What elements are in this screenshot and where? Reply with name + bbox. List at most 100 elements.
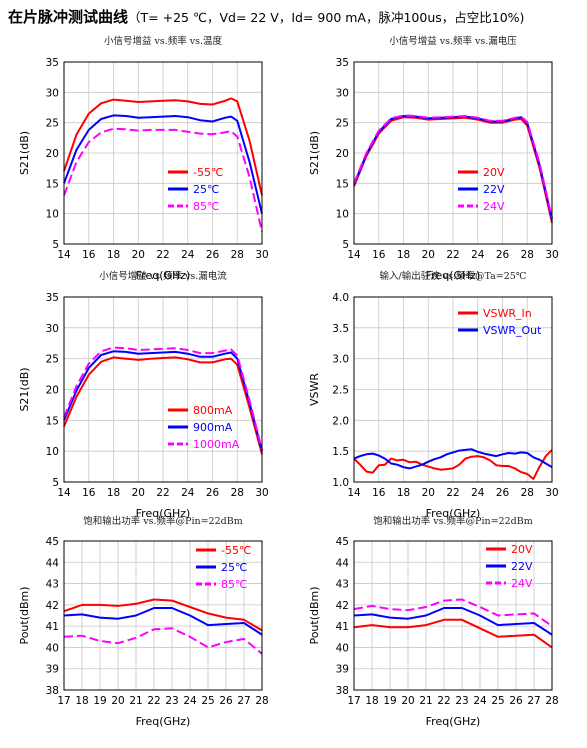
y-tick-label: 20 — [46, 385, 59, 397]
x-tick-label: 18 — [397, 487, 410, 499]
legend-label: 25℃ — [193, 183, 219, 196]
legend-label: 22V — [483, 183, 505, 196]
x-tick-label: 18 — [75, 695, 88, 707]
page-title: 在片脉冲测试曲线 — [8, 8, 129, 26]
page-header: 在片脉冲测试曲线（T= +25 ℃，Vd= 22 V，Id= 900 mA，脉冲… — [8, 6, 524, 27]
vswr-chart: 输入/输出驻波 vs.频率@Ta=25℃ 14 16 18 20 22 24 26 28 30 1.… — [308, 270, 559, 520]
series-line-1 — [63, 97, 263, 196]
x-tick-label: 24 — [183, 695, 197, 707]
x-tick-label: 24 — [181, 249, 195, 261]
x-tick-label: 28 — [231, 487, 244, 499]
y-tick-label: 44 — [46, 557, 60, 569]
x-tick-label: 19 — [93, 695, 106, 707]
plot-frame — [63, 61, 263, 245]
y-tick-label: 10 — [46, 446, 59, 458]
legend-label: 25℃ — [221, 561, 247, 574]
x-tick-label: 24 — [473, 695, 487, 707]
series-line-3 — [353, 114, 553, 219]
legend-label: -55℃ — [221, 544, 251, 557]
gain-vs-drain-voltage-chart: 小信号增益 vs.频率 vs.漏电压 14 16 18 20 22 24 26 28 30 5 10 1… — [308, 35, 559, 282]
chart-title: 饱和输出功率 vs.频率@Pin=22dBm — [83, 515, 242, 527]
x-tick-label: 21 — [129, 695, 142, 707]
y-axis-label: S21(dB) — [308, 131, 321, 175]
legend: -55℃ 25℃ 85℃ — [168, 166, 223, 213]
y-tick-label: 43 — [336, 579, 349, 591]
x-tick-label: 23 — [165, 695, 178, 707]
x-axis-label: Freq(GHz) — [136, 715, 191, 728]
x-tick-label: 16 — [372, 487, 386, 499]
x-tick-label: 22 — [156, 487, 169, 499]
x-tick-label: 28 — [521, 487, 534, 499]
y-tick-label: 35 — [336, 57, 349, 69]
x-axis-label: Freq(GHz) — [136, 269, 191, 282]
x-tick-label: 30 — [545, 249, 558, 261]
plot-area — [354, 541, 552, 690]
x-tick-label: 19 — [383, 695, 396, 707]
x-tick-label: 18 — [107, 249, 120, 261]
y-tick-label: 45 — [336, 536, 349, 548]
y-tick-label: 25 — [336, 118, 349, 130]
x-tick-label: 26 — [219, 695, 233, 707]
y-tick-label: 25 — [46, 118, 59, 130]
series-line-1 — [353, 116, 553, 224]
y-tick-label: 41 — [336, 621, 349, 633]
y-tick-label: 15 — [336, 178, 349, 190]
series-line-1 — [353, 618, 553, 649]
x-tick-label: 30 — [255, 487, 268, 499]
x-tick-label: 30 — [255, 249, 268, 261]
series-line-2 — [353, 607, 553, 636]
y-tick-label: 35 — [46, 57, 59, 69]
x-tick-label: 24 — [471, 487, 485, 499]
y-tick-label: 44 — [336, 557, 350, 569]
series-line-1 — [63, 356, 263, 455]
x-tick-label: 25 — [491, 695, 504, 707]
y-axis-label: Pout(dBm) — [308, 586, 321, 644]
legend: VSWR_In VSWR_Out — [458, 307, 542, 337]
chart-title: 小信号增益 vs.频率 vs.漏电流 — [99, 270, 227, 282]
y-tick-label: 1.5 — [332, 446, 349, 458]
series-line-3 — [353, 598, 553, 627]
x-tick-label: 27 — [527, 695, 540, 707]
y-tick-label: 10 — [336, 209, 349, 221]
x-tick-label: 20 — [401, 695, 414, 707]
y-tick-label: 42 — [336, 600, 349, 612]
series-line-2 — [63, 607, 263, 636]
x-tick-label: 28 — [545, 695, 558, 707]
series-line-2 — [63, 350, 263, 452]
y-tick-label: 3.0 — [332, 354, 349, 366]
legend-label: 20V — [511, 543, 533, 556]
x-axis-label: Freq(GHz) — [136, 507, 191, 520]
y-tick-label: 39 — [46, 664, 59, 676]
series-line-2 — [353, 448, 553, 470]
legend-label: 900mA — [193, 421, 233, 434]
y-tick-label: 15 — [46, 415, 59, 427]
y-tick-label: 2.5 — [332, 385, 349, 397]
x-tick-label: 26 — [496, 487, 510, 499]
y-tick-label: 20 — [336, 148, 349, 160]
y-tick-label: 3.5 — [332, 323, 349, 335]
plot-frame — [353, 540, 553, 691]
chart-title: 小信号增益 vs.频率 vs.漏电压 — [389, 35, 517, 47]
y-tick-label: 43 — [46, 579, 59, 591]
x-tick-label: 18 — [107, 487, 120, 499]
x-tick-label: 14 — [57, 249, 71, 261]
x-tick-label: 20 — [132, 487, 145, 499]
y-tick-label: 1.0 — [332, 477, 349, 489]
series-line-2 — [63, 114, 263, 214]
y-tick-label: 30 — [46, 87, 59, 99]
chart-title: 输入/输出驻波 vs.频率@Ta=25℃ — [380, 270, 527, 282]
y-tick-label: 5 — [52, 239, 59, 251]
x-tick-label: 28 — [231, 249, 244, 261]
chart-title: 饱和输出功率 vs.频率@Pin=22dBm — [373, 515, 532, 527]
legend-label: -55℃ — [193, 166, 223, 179]
x-tick-label: 17 — [347, 695, 360, 707]
y-tick-label: 41 — [46, 621, 59, 633]
pout-vs-drain-voltage-chart: 饱和输出功率 vs.频率@Pin=22dBm 17 18 19 20 21 22 23 24 25… — [308, 515, 559, 728]
legend-label: 85℃ — [221, 578, 247, 591]
x-tick-label: 21 — [419, 695, 432, 707]
y-tick-label: 10 — [46, 209, 59, 221]
x-tick-label: 20 — [111, 695, 124, 707]
x-tick-label: 28 — [521, 249, 534, 261]
legend-label: 24V — [483, 200, 505, 213]
x-tick-label: 25 — [201, 695, 214, 707]
